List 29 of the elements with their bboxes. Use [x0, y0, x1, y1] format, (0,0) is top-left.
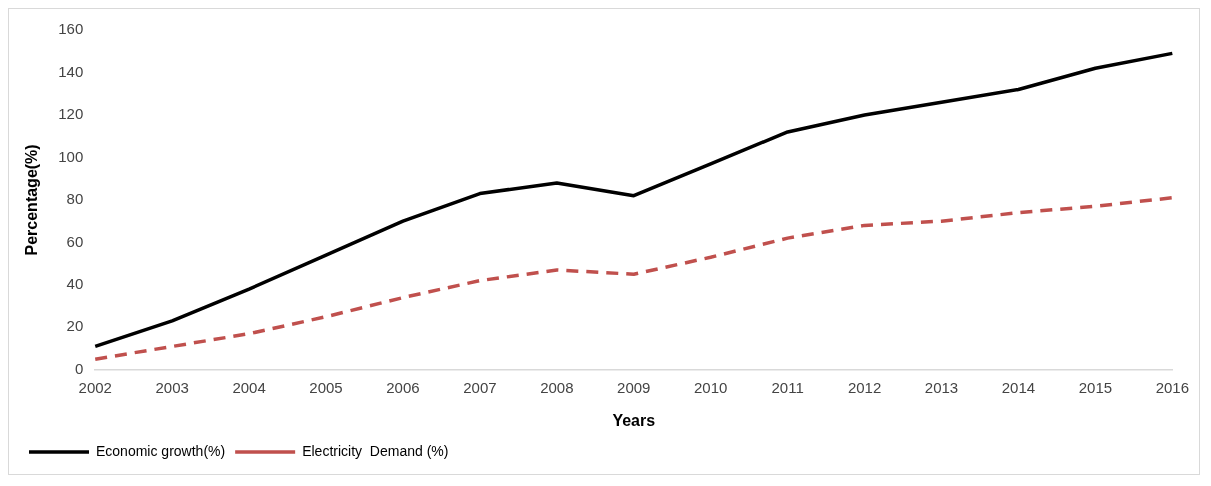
y-tick-label: 20	[66, 317, 84, 335]
y-tick-label: 160	[58, 20, 84, 38]
x-axis-title: Years	[612, 411, 656, 429]
y-tick-label: 120	[58, 105, 84, 123]
x-tick-label: 2011	[771, 378, 804, 396]
legend-label: Electricity Demand (%)	[302, 442, 449, 459]
x-tick-label: 2012	[847, 378, 882, 396]
x-tick-label: 2006	[386, 378, 420, 396]
x-tick-label: 2002	[78, 378, 112, 396]
x-tick-label: 2010	[694, 378, 728, 396]
x-tick-label: 2016	[1155, 378, 1189, 396]
x-tick-label: 2013	[924, 378, 959, 396]
y-tick-label: 100	[58, 147, 84, 165]
y-axis-title: Percentage(%)	[23, 144, 41, 256]
y-tick-label: 80	[66, 190, 84, 208]
x-tick-label: 2004	[232, 378, 266, 396]
x-tick-label: 2009	[617, 378, 651, 396]
y-tick-label: 40	[66, 274, 84, 292]
x-tick-label: 2005	[309, 378, 343, 396]
x-tick-label: 2015	[1078, 378, 1113, 396]
y-tick-label: 60	[66, 232, 84, 250]
x-tick-label: 2003	[155, 378, 189, 396]
x-tick-label: 2007	[463, 378, 497, 396]
legend-label: Economic growth(%)	[96, 442, 226, 459]
x-tick-label: 2014	[1001, 378, 1036, 396]
y-tick-label: 140	[58, 62, 84, 80]
line-series	[93, 196, 1175, 361]
y-tick-label: 0	[74, 359, 84, 377]
x-tick-label: 2008	[540, 378, 574, 396]
